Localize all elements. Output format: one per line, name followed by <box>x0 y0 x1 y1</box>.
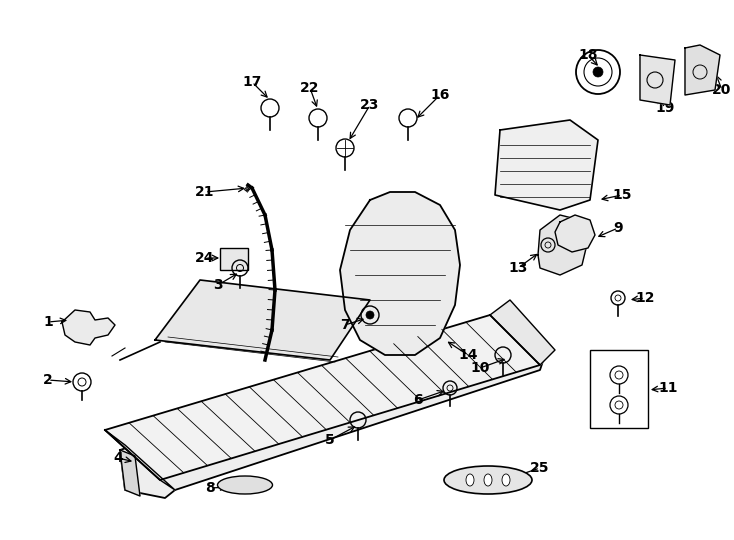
Text: 21: 21 <box>195 185 215 199</box>
Text: 18: 18 <box>578 48 597 62</box>
Text: 23: 23 <box>360 98 379 112</box>
Text: 14: 14 <box>458 348 478 362</box>
Ellipse shape <box>217 476 272 494</box>
Text: 1: 1 <box>43 315 53 329</box>
Text: 25: 25 <box>530 461 550 475</box>
Text: 13: 13 <box>509 261 528 275</box>
Polygon shape <box>490 300 555 365</box>
Circle shape <box>593 67 603 77</box>
Text: 9: 9 <box>613 221 623 235</box>
Text: 10: 10 <box>470 361 490 375</box>
Polygon shape <box>62 310 115 345</box>
Circle shape <box>366 311 374 319</box>
Bar <box>590 350 648 428</box>
Polygon shape <box>555 215 595 252</box>
Polygon shape <box>120 330 545 498</box>
Ellipse shape <box>502 474 510 486</box>
Ellipse shape <box>484 474 492 486</box>
Polygon shape <box>640 55 675 105</box>
Polygon shape <box>105 315 540 480</box>
Text: 22: 22 <box>300 81 320 95</box>
Text: 12: 12 <box>635 291 655 305</box>
Polygon shape <box>495 120 598 210</box>
Text: 2: 2 <box>43 373 53 387</box>
Bar <box>220 248 248 270</box>
Polygon shape <box>340 192 460 355</box>
Text: 16: 16 <box>430 88 450 102</box>
Polygon shape <box>685 45 720 95</box>
Text: 6: 6 <box>413 393 423 407</box>
Text: 11: 11 <box>658 381 677 395</box>
Text: 17: 17 <box>242 75 262 89</box>
Text: 20: 20 <box>712 83 732 97</box>
Polygon shape <box>538 215 588 275</box>
Ellipse shape <box>466 474 474 486</box>
Text: 5: 5 <box>325 433 335 447</box>
Ellipse shape <box>444 466 532 494</box>
Polygon shape <box>105 430 175 490</box>
Text: 19: 19 <box>655 101 675 115</box>
Polygon shape <box>120 450 140 496</box>
Polygon shape <box>155 280 370 360</box>
Text: 3: 3 <box>213 278 223 292</box>
Text: 15: 15 <box>612 188 632 202</box>
Text: 4: 4 <box>113 451 123 465</box>
Text: 24: 24 <box>195 251 215 265</box>
Text: 7: 7 <box>340 318 350 332</box>
Text: 8: 8 <box>205 481 215 495</box>
